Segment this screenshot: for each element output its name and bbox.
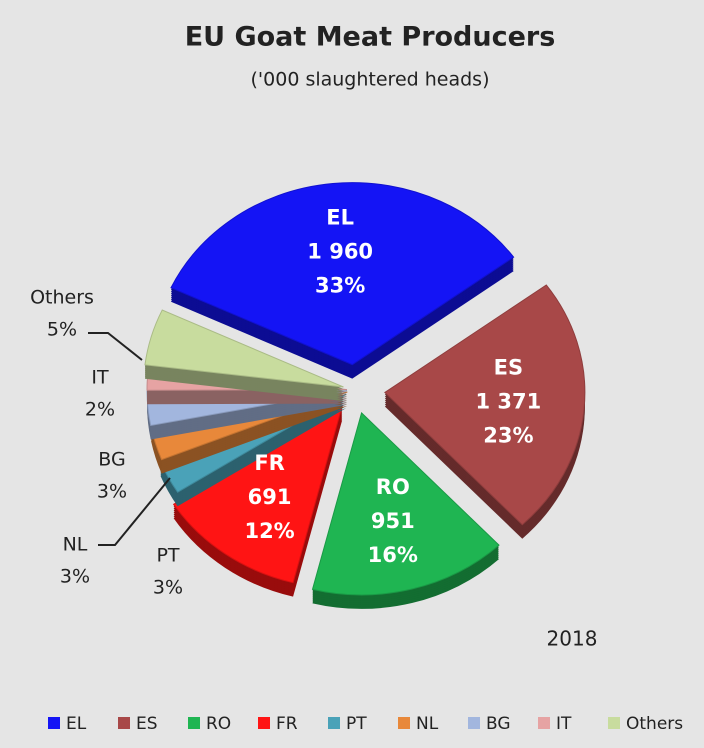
slice-label: BG (98, 449, 125, 471)
slice-label: ES (494, 356, 523, 380)
legend-label: NL (416, 714, 439, 734)
percent-label: 5% (47, 319, 77, 341)
legend-label: EL (66, 714, 87, 734)
percent-label: 3% (97, 481, 127, 503)
chart-subtitle: ('000 slaughtered heads) (251, 69, 490, 91)
legend-swatch (538, 717, 550, 729)
slice-label: EL (326, 205, 354, 229)
slice-label: IT (91, 367, 109, 389)
legend: EL ES RO FR PT NL BG IT Others (48, 714, 683, 734)
slice (384, 284, 586, 526)
percent-label: 12% (244, 519, 294, 543)
slice-label: PT (156, 545, 179, 567)
annotation: 2018 (547, 627, 598, 651)
percent-label: 3% (153, 577, 183, 599)
count-label: 691 (248, 485, 292, 509)
leader-line (98, 477, 171, 546)
percent-label: 33% (315, 273, 365, 297)
legend-label: FR (276, 714, 298, 734)
slice-label: NL (63, 534, 88, 556)
legend-swatch (398, 717, 410, 729)
legend-label: PT (346, 714, 367, 734)
legend-swatch (468, 717, 480, 729)
legend-swatch (118, 717, 130, 729)
legend-label: BG (486, 714, 511, 734)
legend-label: ES (136, 714, 158, 734)
legend-label: RO (206, 714, 231, 734)
chart-title: EU Goat Meat Producers (185, 22, 556, 53)
slice (144, 309, 344, 388)
slice-label: Others (30, 287, 94, 309)
legend-label: Others (626, 714, 683, 734)
slice (170, 182, 515, 366)
slice-label: FR (254, 451, 285, 475)
legend-swatch (258, 717, 270, 729)
legend-swatch (608, 717, 620, 729)
percent-label: 23% (483, 424, 533, 448)
percent-label: 16% (368, 543, 418, 567)
count-label: 951 (371, 509, 415, 533)
slice (311, 411, 500, 596)
percent-label: 2% (85, 399, 115, 421)
count-label: 1 960 (307, 239, 373, 263)
slice (172, 405, 343, 584)
legend-swatch (48, 717, 60, 729)
legend-swatch (328, 717, 340, 729)
legend-swatch (188, 717, 200, 729)
percent-label: 3% (60, 566, 90, 588)
pie: EL 1 960 33% ES 1 371 23% RO 951 16% FR 691 12% PT 3%… (30, 182, 586, 609)
legend-label: IT (556, 714, 572, 734)
count-label: 1 371 (475, 390, 541, 414)
leader-line (88, 332, 143, 361)
slice-label: RO (376, 475, 410, 499)
